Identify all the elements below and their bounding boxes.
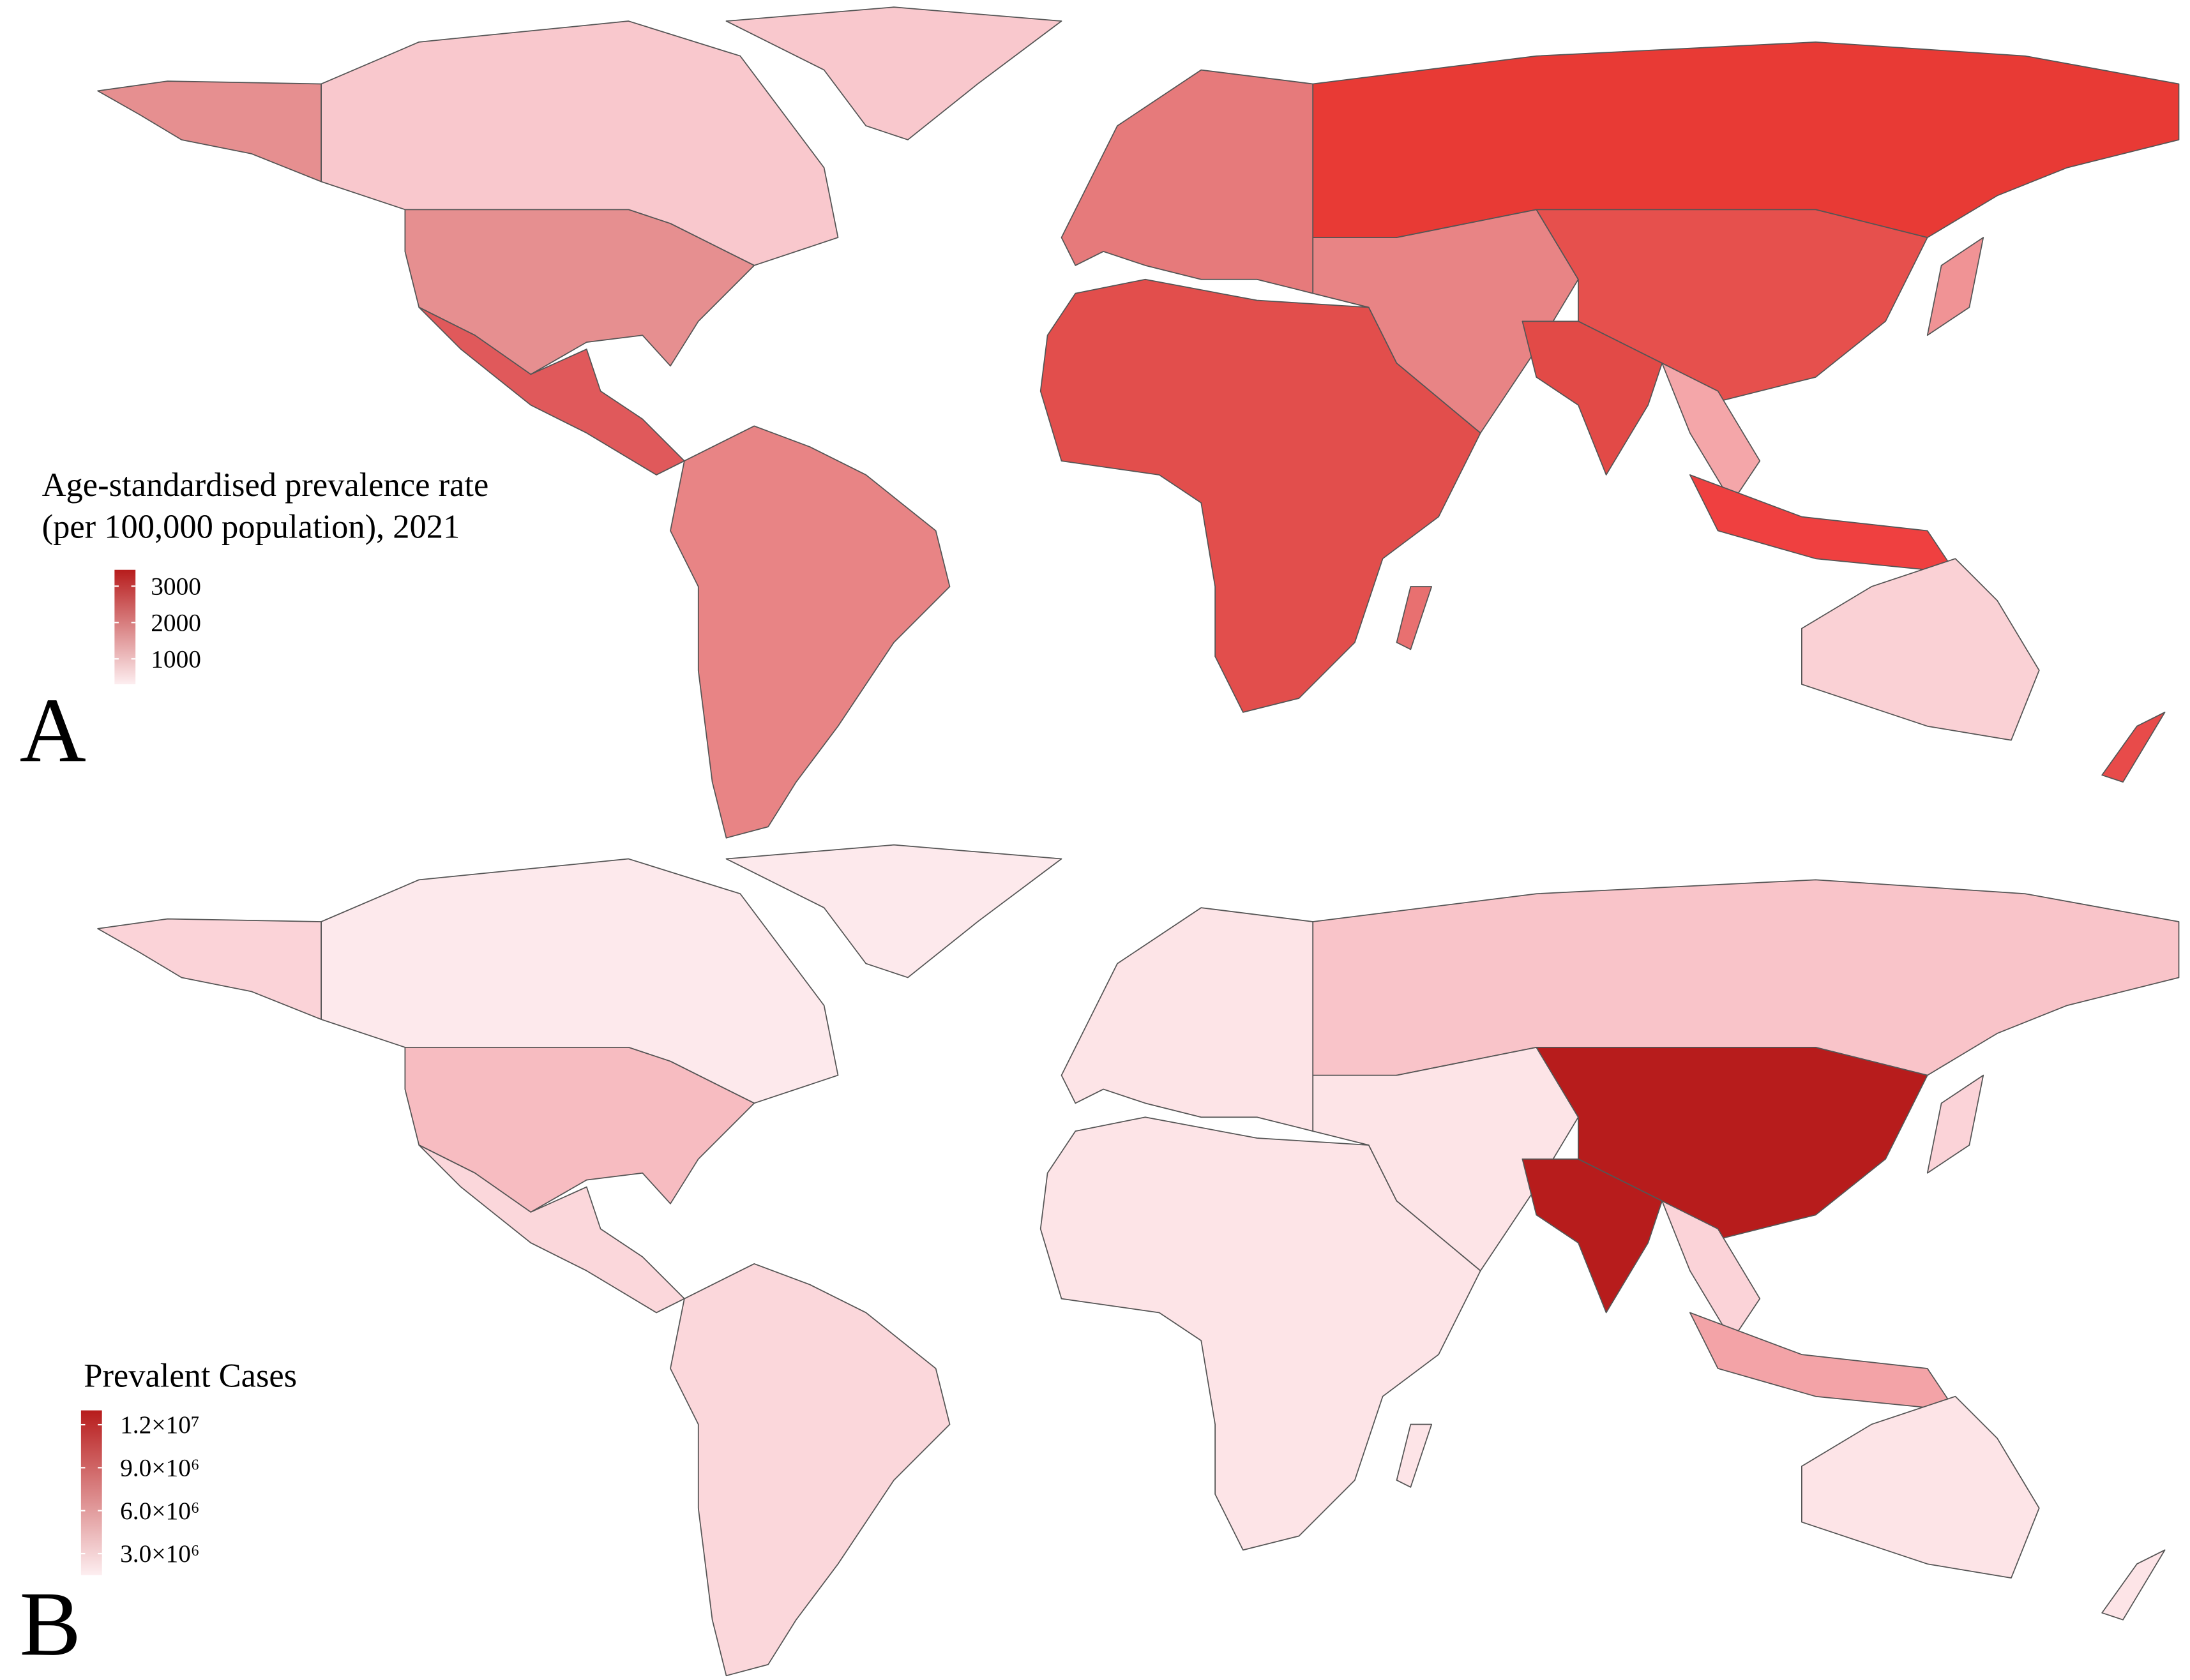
country-region	[321, 858, 839, 1104]
country-region	[1536, 1046, 1928, 1243]
country-region	[97, 80, 322, 183]
country-region	[321, 20, 839, 266]
country-region	[97, 918, 322, 1020]
country-region	[1926, 237, 1984, 336]
country-region	[1926, 1074, 1984, 1174]
country-region	[670, 1263, 951, 1677]
country-region	[725, 844, 1062, 979]
legend-title: (per 100,000 population), 2021	[42, 508, 460, 545]
colorbar-tick-label: 2000	[151, 608, 201, 636]
country-region	[725, 6, 1062, 140]
panel-label: A	[20, 679, 86, 781]
country-region	[1061, 907, 1314, 1132]
legend-title: Age-standardised prevalence rate	[42, 467, 489, 504]
country-region	[1396, 586, 1433, 650]
colorbar-tick-label: 1.2×10⁷	[120, 1411, 199, 1439]
legend-title: Prevalent Cases	[84, 1357, 297, 1394]
colorbar-tick-label: 3000	[151, 572, 201, 600]
country-region	[1801, 1395, 2040, 1579]
colorbar-tick-label: 1000	[151, 645, 201, 673]
country-region	[1522, 320, 1663, 476]
colorbar-tick-label: 6.0×10⁶	[120, 1497, 199, 1525]
country-region	[1312, 1046, 1579, 1271]
country-region	[1689, 1312, 1956, 1411]
panel-label: B	[20, 1573, 81, 1675]
country-region	[1522, 1158, 1663, 1314]
colorbar-tick-label: 9.0×10⁶	[120, 1454, 199, 1482]
map-panel	[97, 844, 2180, 1677]
colorbar-tick-label: 3.0×10⁶	[120, 1540, 199, 1568]
country-region	[1312, 209, 1579, 434]
country-region	[1536, 209, 1928, 406]
colorbar	[114, 569, 136, 685]
country-region	[670, 425, 951, 839]
country-region	[1661, 1200, 1761, 1342]
map-panel	[97, 6, 2180, 839]
country-region	[418, 306, 685, 476]
country-region	[1801, 558, 2040, 741]
country-region	[1061, 69, 1314, 294]
country-region	[1661, 363, 1761, 504]
country-region	[1689, 474, 1956, 573]
country-region	[1396, 1423, 1433, 1488]
country-region	[2101, 1549, 2166, 1621]
colorbar	[80, 1410, 102, 1575]
country-region	[2101, 711, 2166, 783]
country-region	[418, 1144, 685, 1314]
